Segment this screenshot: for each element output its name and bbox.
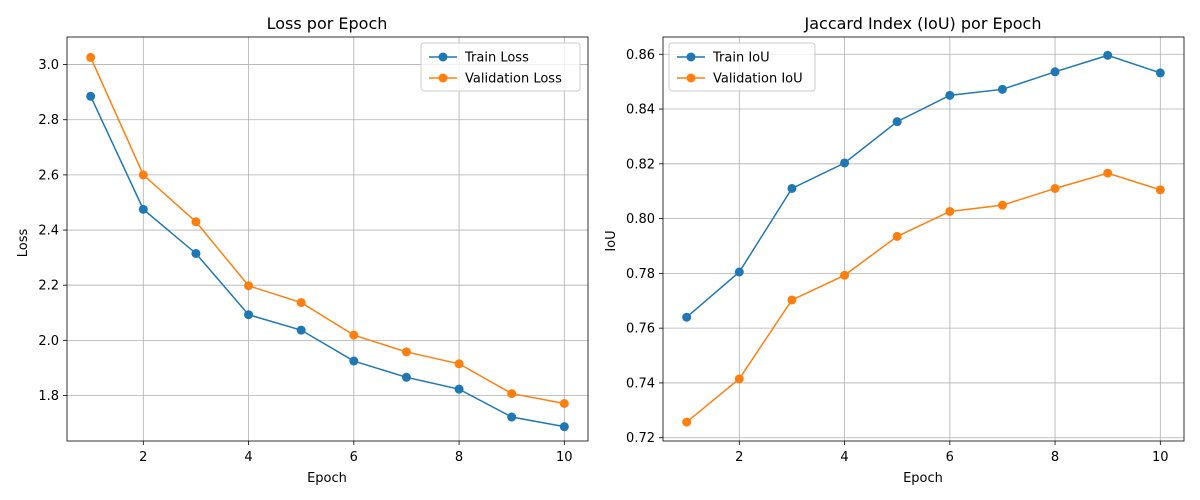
iou-legend-marker-1 (686, 73, 696, 83)
iou-series-0-point (892, 117, 902, 127)
iou-series-1-point (892, 231, 902, 241)
loss-legend-box (420, 42, 581, 92)
iou-xtick-label: 2 (735, 450, 743, 465)
loss-ytick-label: 2.8 (38, 113, 59, 128)
loss-legend-label-0: Train Loss (464, 51, 529, 66)
loss-series-1-point (454, 359, 464, 369)
iou-series-1-point (945, 206, 955, 216)
iou-series-0-point (734, 267, 744, 277)
loss-series-0-point (401, 372, 411, 382)
iou-series-0-point (1103, 50, 1113, 60)
loss-series-1-point (191, 217, 201, 227)
loss-series-0-point (349, 356, 359, 366)
loss-series-0-point (296, 325, 306, 335)
iou-ytick-label: 0.74 (626, 376, 655, 391)
iou-xtick-label: 6 (946, 450, 954, 465)
iou-chart-title: Jaccard Index (IoU) por Epoch (804, 14, 1042, 33)
iou-series-1-point (997, 200, 1007, 210)
loss-chart-plot-area: 2 4 6 8 10 1.8 2.0 2.2 2.4 2.6 2.8 3.0 Train Loss Val… (38, 36, 589, 465)
loss-ytick-label: 2.2 (38, 279, 59, 294)
loss-series-0-point (559, 422, 569, 432)
loss-legend: Train Loss Validation Loss (420, 42, 581, 92)
iou-ytick-label: 0.78 (626, 267, 655, 282)
loss-series-0-point (244, 310, 254, 320)
loss-xtick-label: 10 (556, 450, 573, 465)
iou-ytick-label: 0.82 (626, 157, 655, 172)
iou-series-0-point (1155, 68, 1165, 78)
iou-legend: Train IoU Validation IoU (668, 42, 816, 92)
loss-xtick-label: 2 (139, 450, 147, 465)
iou-ytick-label: 0.86 (626, 48, 655, 63)
iou-ytick-label: 0.76 (626, 322, 655, 337)
iou-axes-frame (662, 36, 1185, 442)
loss-series-line-0 (90, 95, 565, 428)
iou-legend-label-0: Train IoU (712, 51, 770, 66)
iou-series-0-point (840, 158, 850, 168)
loss-series-1-point (296, 298, 306, 308)
loss-legend-marker-1 (438, 73, 448, 83)
loss-legend-marker-0 (438, 52, 448, 62)
loss-series-1-point (507, 389, 517, 399)
loss-axes-frame (66, 36, 589, 442)
iou-series-line-0 (686, 54, 1161, 318)
loss-series-1-point (559, 398, 569, 408)
loss-series-1-point (349, 330, 359, 340)
iou-xtick-label: 8 (1051, 450, 1059, 465)
iou-chart: Jaccard Index (IoU) por Epoch Epoch IoU … (604, 14, 1185, 486)
loss-ytick-label: 2.0 (38, 334, 59, 349)
iou-chart-ylabel: IoU (604, 230, 619, 251)
iou-series-1-point (1050, 183, 1060, 193)
loss-chart-xlabel: Epoch (307, 471, 347, 486)
iou-ytick-label: 0.84 (626, 103, 655, 118)
loss-series-0-point (507, 412, 517, 422)
loss-series-1-point (138, 170, 148, 180)
loss-chart: Loss por Epoch Epoch Loss 2 4 6 8 10 1.8 2.0 2.… (16, 14, 589, 486)
loss-xtick-label: 4 (244, 450, 252, 465)
iou-xtick-label: 4 (840, 450, 848, 465)
iou-series-1-point (787, 295, 797, 305)
loss-series-1-point (244, 281, 254, 291)
loss-ytick-label: 2.6 (38, 168, 59, 183)
iou-series-1-point (840, 270, 850, 280)
loss-ytick-label: 2.4 (38, 224, 59, 239)
iou-series-0-point (997, 84, 1007, 94)
loss-series-1-point (86, 52, 96, 62)
iou-series-1-point (1103, 168, 1113, 178)
iou-series-0-point (1050, 67, 1060, 77)
loss-chart-title: Loss por Epoch (267, 14, 388, 33)
iou-series-0-point (787, 183, 797, 193)
loss-series-1-point (401, 347, 411, 357)
iou-chart-plot-area: 2 4 6 8 10 0.72 0.74 0.76 0.78 0.80 0.82 0.84 0.86 Tr… (626, 36, 1185, 465)
loss-series-0-point (454, 384, 464, 394)
iou-ytick-label: 0.80 (626, 212, 655, 227)
loss-series-line-1 (89, 57, 565, 405)
loss-xtick-label: 8 (455, 450, 463, 465)
iou-series-1-point (734, 374, 744, 384)
iou-legend-box (668, 42, 816, 92)
iou-legend-marker-0 (686, 52, 696, 62)
loss-ytick-label: 1.8 (38, 389, 59, 404)
loss-legend-label-1: Validation Loss (465, 72, 562, 87)
iou-series-0-point (945, 90, 955, 100)
loss-ytick-label: 3.0 (38, 58, 59, 73)
iou-legend-label-1: Validation IoU (713, 72, 803, 87)
iou-series-1-point (682, 417, 692, 427)
loss-xtick-label: 6 (350, 450, 358, 465)
iou-series-0-point (682, 312, 692, 322)
iou-series-1-point (1155, 185, 1165, 195)
iou-ytick-label: 0.72 (626, 431, 655, 446)
loss-series-0-point (86, 91, 96, 101)
loss-series-0-point (138, 204, 148, 214)
loss-series-0-point (191, 248, 201, 258)
loss-chart-ylabel: Loss (16, 229, 31, 258)
iou-xtick-label: 10 (1152, 450, 1169, 465)
iou-chart-xlabel: Epoch (903, 471, 943, 486)
iou-series-line-1 (686, 172, 1161, 423)
